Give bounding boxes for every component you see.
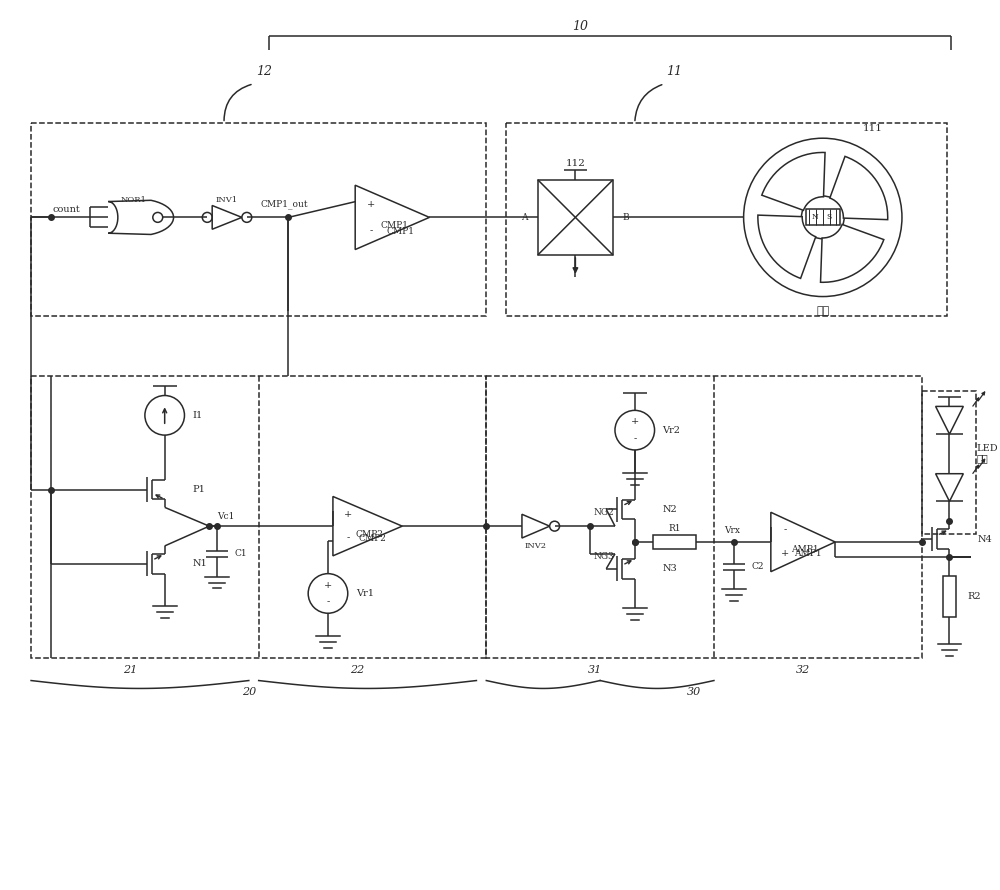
Text: INV2: INV2 <box>525 542 547 550</box>
Text: 12: 12 <box>256 65 272 78</box>
Text: S: S <box>826 214 832 222</box>
Bar <box>506 124 947 316</box>
Text: 32: 32 <box>796 665 810 675</box>
Wedge shape <box>830 157 888 220</box>
Text: 10: 10 <box>572 20 588 33</box>
Text: R2: R2 <box>967 592 981 601</box>
Text: 112: 112 <box>565 159 585 168</box>
Text: N3: N3 <box>662 564 677 573</box>
Text: Vr1: Vr1 <box>356 589 374 598</box>
Text: B: B <box>623 213 630 222</box>
Text: R1: R1 <box>668 523 681 532</box>
Text: AMP1: AMP1 <box>794 549 822 558</box>
Text: C2: C2 <box>752 562 764 571</box>
Text: 22: 22 <box>351 665 365 675</box>
Text: +: + <box>367 200 376 209</box>
Wedge shape <box>821 224 884 282</box>
Text: CMP2: CMP2 <box>359 533 386 543</box>
Wedge shape <box>758 215 816 279</box>
Text: NOR1: NOR1 <box>121 196 147 204</box>
Text: 风扇: 风扇 <box>816 306 829 317</box>
Text: CMP1: CMP1 <box>380 221 408 230</box>
Bar <box>806 209 840 225</box>
Text: I1: I1 <box>192 411 203 420</box>
Text: CMP2: CMP2 <box>356 530 383 538</box>
Bar <box>943 576 956 617</box>
Text: +: + <box>781 549 789 558</box>
Text: C1: C1 <box>235 549 248 558</box>
Text: -: - <box>326 597 330 606</box>
Text: Vrx: Vrx <box>724 526 740 535</box>
Text: AMP1: AMP1 <box>791 546 819 554</box>
Text: -: - <box>370 226 373 235</box>
Text: LED
灯串: LED 灯串 <box>976 444 998 464</box>
Text: +: + <box>344 510 352 519</box>
Bar <box>538 180 613 255</box>
Bar <box>486 376 922 658</box>
Text: N4: N4 <box>977 535 992 544</box>
Text: N1: N1 <box>192 559 207 568</box>
Text: N2: N2 <box>662 505 677 514</box>
Text: 30: 30 <box>687 687 701 698</box>
Text: Vr2: Vr2 <box>662 425 680 434</box>
Text: A: A <box>521 213 528 222</box>
Text: 20: 20 <box>242 687 256 698</box>
Text: 111: 111 <box>862 124 882 133</box>
Text: NG2: NG2 <box>593 508 614 517</box>
Wedge shape <box>762 152 825 210</box>
Bar <box>922 391 976 534</box>
Text: -: - <box>633 434 636 443</box>
Text: INV1: INV1 <box>216 196 238 204</box>
Text: CMP1: CMP1 <box>386 227 414 236</box>
Text: -: - <box>347 533 350 543</box>
Text: +: + <box>631 417 639 426</box>
Text: 31: 31 <box>588 665 602 675</box>
Text: Vc1: Vc1 <box>217 512 235 521</box>
Text: 21: 21 <box>123 665 137 675</box>
Bar <box>31 376 486 658</box>
Text: N: N <box>812 214 819 222</box>
Bar <box>31 124 486 316</box>
Text: -: - <box>783 526 787 535</box>
Text: CMP1_out: CMP1_out <box>261 199 308 209</box>
Text: 11: 11 <box>666 65 682 78</box>
Text: count: count <box>53 205 81 214</box>
Text: +: + <box>324 580 332 590</box>
Bar <box>653 535 696 549</box>
Text: P1: P1 <box>192 485 205 494</box>
Text: NG3: NG3 <box>593 553 614 562</box>
